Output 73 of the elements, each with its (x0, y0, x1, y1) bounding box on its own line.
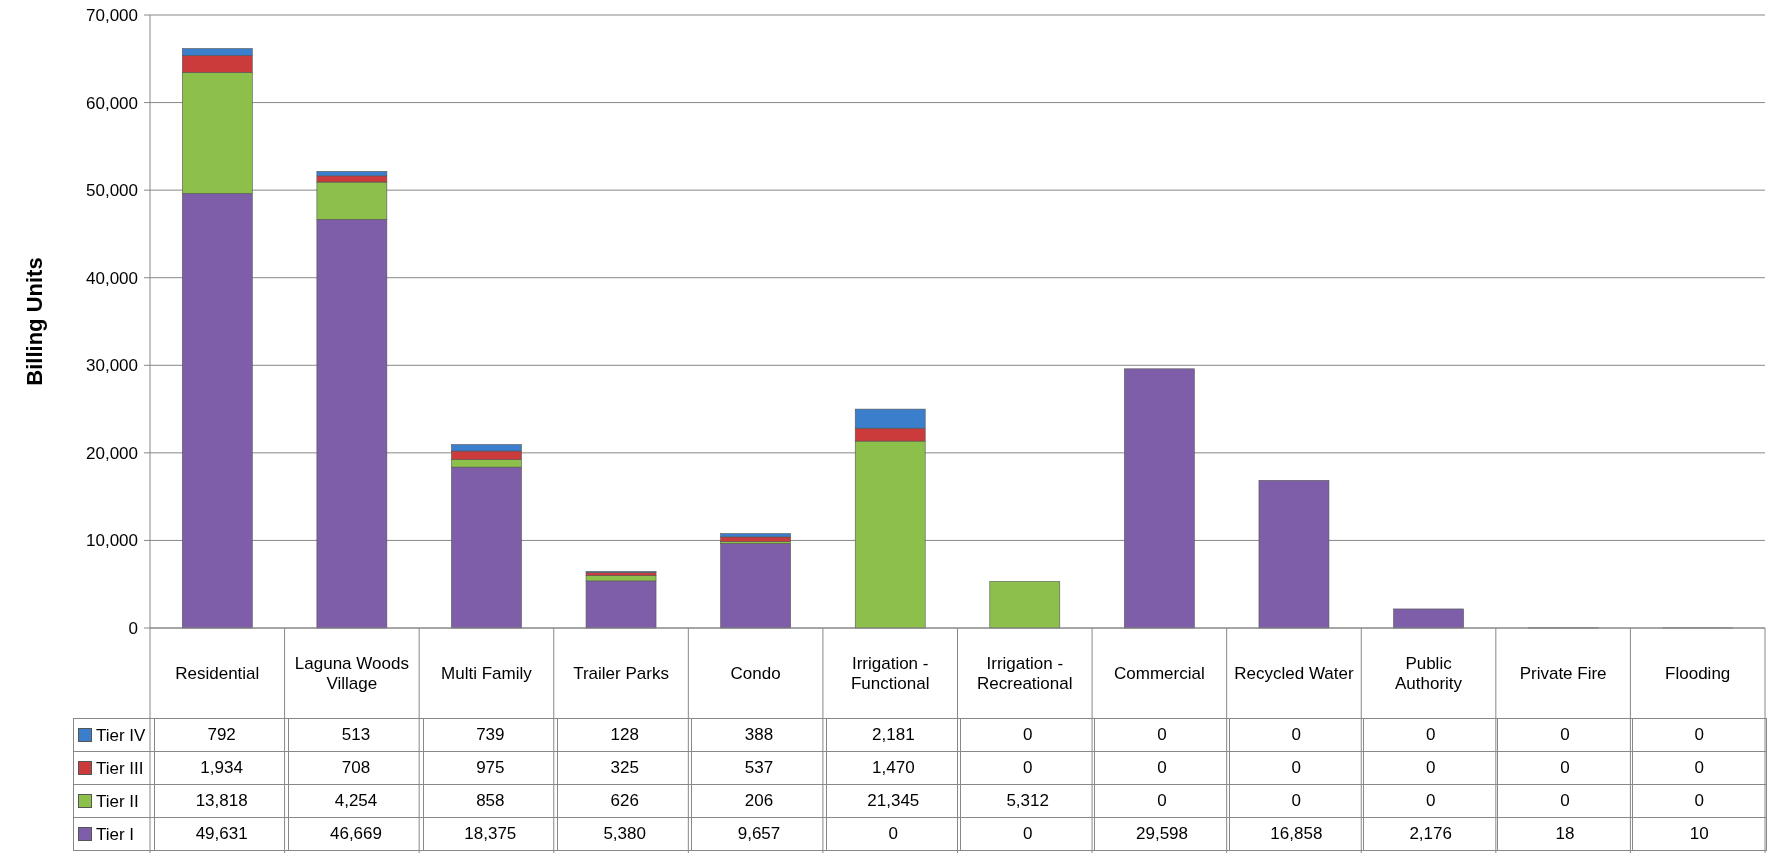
data-label: 0 (1094, 718, 1230, 752)
y-tick-label: 60,000 (86, 93, 138, 113)
y-tick-label: 30,000 (86, 356, 138, 376)
data-label: 4,254 (288, 784, 424, 818)
data-label: 739 (423, 718, 558, 752)
data-label: 0 (1363, 751, 1498, 785)
data-label: 49,631 (154, 817, 289, 851)
data-label: 206 (691, 784, 827, 818)
data-label: 46,669 (288, 817, 424, 851)
data-label: 325 (557, 751, 692, 785)
data-label: 388 (691, 718, 827, 752)
data-label: 9,657 (691, 817, 827, 851)
data-label: 0 (1497, 718, 1633, 752)
legend-label: Tier I (96, 824, 135, 844)
y-tick-label: 10,000 (86, 531, 138, 551)
data-label: 5,312 (960, 784, 1095, 818)
data-label: 0 (960, 751, 1095, 785)
data-label: 0 (960, 718, 1095, 752)
data-label: 0 (1229, 784, 1364, 818)
x-tick-label: Private Fire (1519, 663, 1607, 683)
data-label: 16,858 (1229, 817, 1364, 851)
data-label: 10 (1632, 817, 1767, 851)
data-label: 537 (691, 751, 827, 785)
x-tick-label: Public Authority (1394, 653, 1463, 693)
y-tick-label: 0 (128, 618, 138, 638)
x-tick-label: Irrigation - Functional (850, 653, 930, 693)
data-label: 0 (1229, 751, 1364, 785)
data-label: 1,470 (826, 751, 961, 785)
legend-label: Tier III (96, 758, 144, 778)
data-label: 975 (423, 751, 558, 785)
data-label: 513 (288, 718, 424, 752)
data-label: 0 (1229, 718, 1364, 752)
data-label: 5,380 (557, 817, 692, 851)
data-label: 0 (1363, 718, 1498, 752)
data-label: 128 (557, 718, 692, 752)
data-label: 0 (960, 817, 1095, 851)
data-label: 1,934 (154, 751, 289, 785)
x-tick-label: Irrigation - Recreational (977, 653, 1073, 693)
x-tick-label: Condo (730, 663, 781, 683)
data-label: 0 (1497, 784, 1633, 818)
data-label: 21,345 (826, 784, 961, 818)
legend-label: Tier IV (96, 725, 146, 745)
data-label: 0 (1094, 784, 1230, 818)
data-label: 792 (154, 718, 289, 752)
x-tick-label: Trailer Parks (573, 663, 669, 683)
data-label: 0 (1094, 751, 1230, 785)
x-tick-label: Recycled Water (1234, 663, 1354, 683)
data-label: 858 (423, 784, 558, 818)
data-label: 2,181 (826, 718, 961, 752)
x-tick-label: Laguna Woods Village (294, 653, 409, 693)
data-label: 18,375 (423, 817, 558, 851)
data-label: 2,176 (1363, 817, 1498, 851)
data-label: 0 (826, 817, 961, 851)
data-label: 0 (1363, 784, 1498, 818)
y-tick-label: 40,000 (86, 268, 138, 288)
data-label: 708 (288, 751, 424, 785)
data-label: 29,598 (1094, 817, 1230, 851)
x-tick-label: Flooding (1665, 663, 1731, 683)
data-label: 626 (557, 784, 692, 818)
data-label: 0 (1632, 718, 1767, 752)
data-label: 18 (1497, 817, 1633, 851)
data-label: 13,818 (154, 784, 289, 818)
y-tick-label: 70,000 (86, 5, 138, 25)
x-tick-label: Commercial (1114, 663, 1205, 683)
x-tick-label: Multi Family (441, 663, 533, 683)
y-tick-label: 20,000 (86, 443, 138, 463)
y-axis-title: Billing Units (22, 257, 47, 386)
data-label: 0 (1632, 751, 1767, 785)
data-label: 0 (1632, 784, 1767, 818)
y-tick-label: 50,000 (86, 181, 138, 201)
data-label: 0 (1497, 751, 1633, 785)
x-tick-label: Residential (175, 663, 260, 683)
legend-label: Tier II (96, 791, 139, 811)
